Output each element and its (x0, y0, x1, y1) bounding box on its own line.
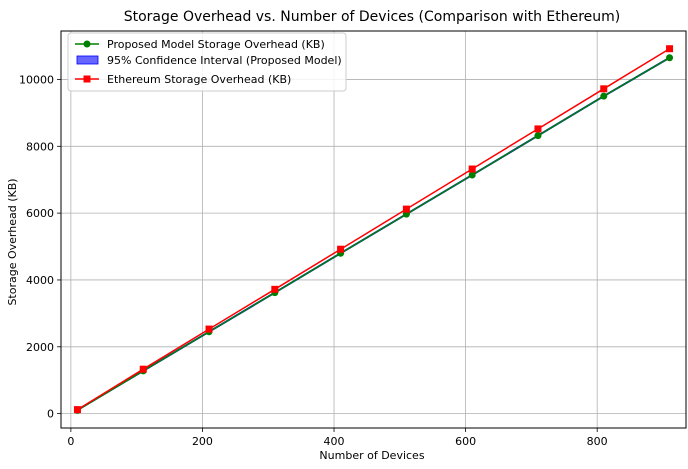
legend: Proposed Model Storage Overhead (KB) 95%… (67, 32, 347, 92)
data-point (468, 165, 476, 173)
y-tick-label: 4000 (26, 274, 54, 287)
legend-patch-confidence (76, 55, 99, 65)
data-point (666, 45, 674, 53)
data-point (534, 125, 542, 133)
data-point (600, 85, 608, 93)
data-point (402, 205, 410, 213)
data-point (468, 171, 476, 179)
series-line (77, 48, 670, 411)
legend-marker-ethereum (83, 75, 91, 83)
x-tick-label: 800 (587, 435, 608, 448)
series-proposed (73, 54, 674, 414)
data-point (337, 245, 345, 253)
series-line (77, 57, 670, 411)
series-layer (73, 45, 674, 414)
legend-label-confidence: 95% Confidence Interval (Proposed Model) (107, 54, 342, 67)
data-point (600, 92, 608, 100)
y-axis-label: Storage Overhead (KB) (6, 178, 19, 305)
y-tick-label: 6000 (26, 207, 54, 220)
x-tick-label: 600 (455, 435, 476, 448)
legend-label-proposed: Proposed Model Storage Overhead (KB) (107, 38, 325, 51)
data-point (534, 132, 542, 140)
chart-title: Storage Overhead vs. Number of Devices (… (124, 9, 621, 25)
y-tick-label: 2000 (26, 341, 54, 354)
x-axis-label: Number of Devices (319, 449, 424, 462)
y-tick-label: 0 (47, 408, 54, 421)
legend-box (67, 32, 347, 92)
data-point (271, 285, 279, 293)
series-ethereum (73, 45, 674, 414)
y-tick-label: 8000 (26, 140, 54, 153)
plot-frame (60, 30, 687, 429)
legend-marker-proposed (83, 40, 91, 48)
y-tick-label: 10000 (19, 73, 54, 86)
data-point (73, 406, 81, 414)
x-tick-label: 200 (192, 435, 213, 448)
data-point (139, 365, 147, 373)
data-point (666, 54, 674, 62)
legend-label-ethereum: Ethereum Storage Overhead (KB) (107, 73, 291, 86)
data-point (205, 325, 213, 333)
x-tick-label: 400 (324, 435, 345, 448)
x-tick-label: 0 (67, 435, 74, 448)
